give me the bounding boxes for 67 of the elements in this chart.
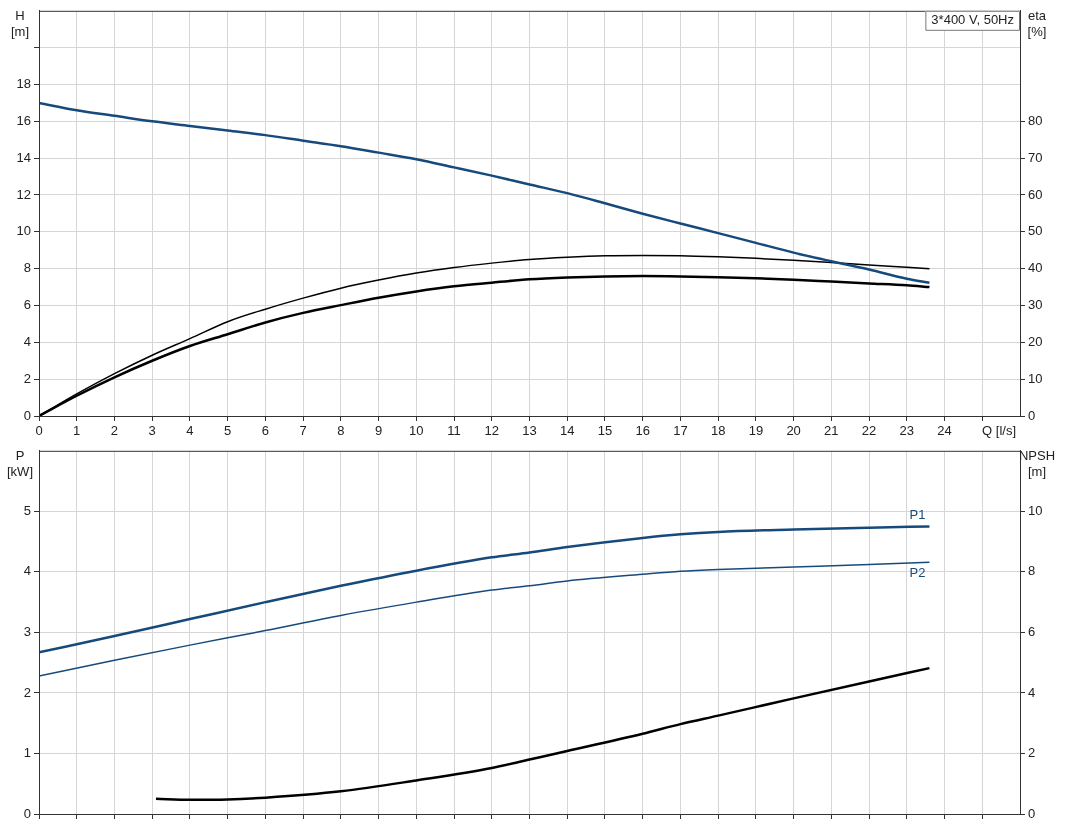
x-tick-label: 6 <box>261 423 269 439</box>
y-tick-label: 2 <box>23 684 31 700</box>
y-axis-title: H [m] <box>10 8 30 40</box>
line-series <box>154 666 931 802</box>
y2-tick-label: 60 <box>1028 186 1043 202</box>
y-tick-label: 1 <box>23 745 31 761</box>
x-tick-label: 16 <box>635 423 650 439</box>
x-tick-label: 21 <box>824 423 839 439</box>
y2-tick-label: 70 <box>1028 149 1043 165</box>
x-tick-label: 23 <box>899 423 915 439</box>
annotation: 3*400 V, 50Hz <box>931 12 1014 28</box>
y-axis-title: P [kW] <box>7 448 33 480</box>
y2-axis-title: eta [%] <box>1027 8 1047 40</box>
x-tick-label: 19 <box>748 423 764 439</box>
x-tick-label: 9 <box>374 423 383 439</box>
x-tick-label: 3 <box>148 423 156 439</box>
line-series <box>39 561 931 677</box>
line-series <box>39 525 931 654</box>
y2-tick-label: 10 <box>1028 502 1043 518</box>
y2-tick-label: 40 <box>1028 260 1043 276</box>
y-tick-label: 18 <box>16 76 31 92</box>
x-tick-label: 17 <box>673 423 688 439</box>
y2-tick-label: 4 <box>1028 684 1036 700</box>
x-tick-label: 1 <box>73 423 81 439</box>
y-tick-label: 10 <box>16 223 31 239</box>
y2-tick-label: 0 <box>1028 407 1036 423</box>
y2-tick-label: 50 <box>1028 223 1043 239</box>
x-tick-label: 14 <box>560 423 575 439</box>
y-tick-label: 16 <box>16 112 31 128</box>
x-tick-label: 8 <box>337 423 345 439</box>
x-tick-label: 0 <box>35 423 43 439</box>
y-tick-label: 5 <box>23 502 31 518</box>
y-tick-label: 14 <box>16 149 31 165</box>
y-tick-label: 0 <box>23 407 31 423</box>
x-tick-label: 20 <box>786 423 801 439</box>
x-tick-label: 22 <box>861 423 877 439</box>
y-tick-label: 2 <box>23 370 31 386</box>
x-tick-label: 15 <box>597 423 613 439</box>
x-tick-label: 11 <box>447 423 461 439</box>
y2-tick-label: 30 <box>1028 297 1043 313</box>
x-tick-label: 4 <box>186 423 194 439</box>
y2-tick-label: 2 <box>1028 745 1036 761</box>
series-label: P2 <box>909 564 926 580</box>
x-tick-label: 13 <box>522 423 537 439</box>
x-axis-title: Q [l/s] <box>982 422 1016 438</box>
series-label: P1 <box>909 507 926 523</box>
y2-tick-label: 0 <box>1028 805 1036 821</box>
x-tick-label: 7 <box>299 423 307 439</box>
x-tick-label: 24 <box>937 423 952 439</box>
y-tick-label: 0 <box>23 805 31 821</box>
y-tick-label: 12 <box>16 186 31 202</box>
y2-tick-label: 6 <box>1028 623 1036 639</box>
x-tick-label: 18 <box>710 423 726 439</box>
y-tick-label: 3 <box>23 623 31 639</box>
y2-tick-label: 80 <box>1028 112 1043 128</box>
y-tick-label: 4 <box>23 333 31 349</box>
y-tick-label: 8 <box>23 260 31 276</box>
x-tick-label: 10 <box>409 423 424 439</box>
line-series <box>39 101 931 285</box>
x-tick-label: 12 <box>484 423 499 439</box>
y2-tick-label: 20 <box>1028 333 1043 349</box>
y-tick-label: 6 <box>23 297 31 313</box>
y2-tick-label: 10 <box>1028 370 1043 386</box>
x-tick-label: 2 <box>110 423 119 439</box>
x-tick-label: 5 <box>224 423 232 439</box>
y-tick-label: 4 <box>23 563 31 579</box>
y2-tick-label: 8 <box>1028 563 1036 579</box>
